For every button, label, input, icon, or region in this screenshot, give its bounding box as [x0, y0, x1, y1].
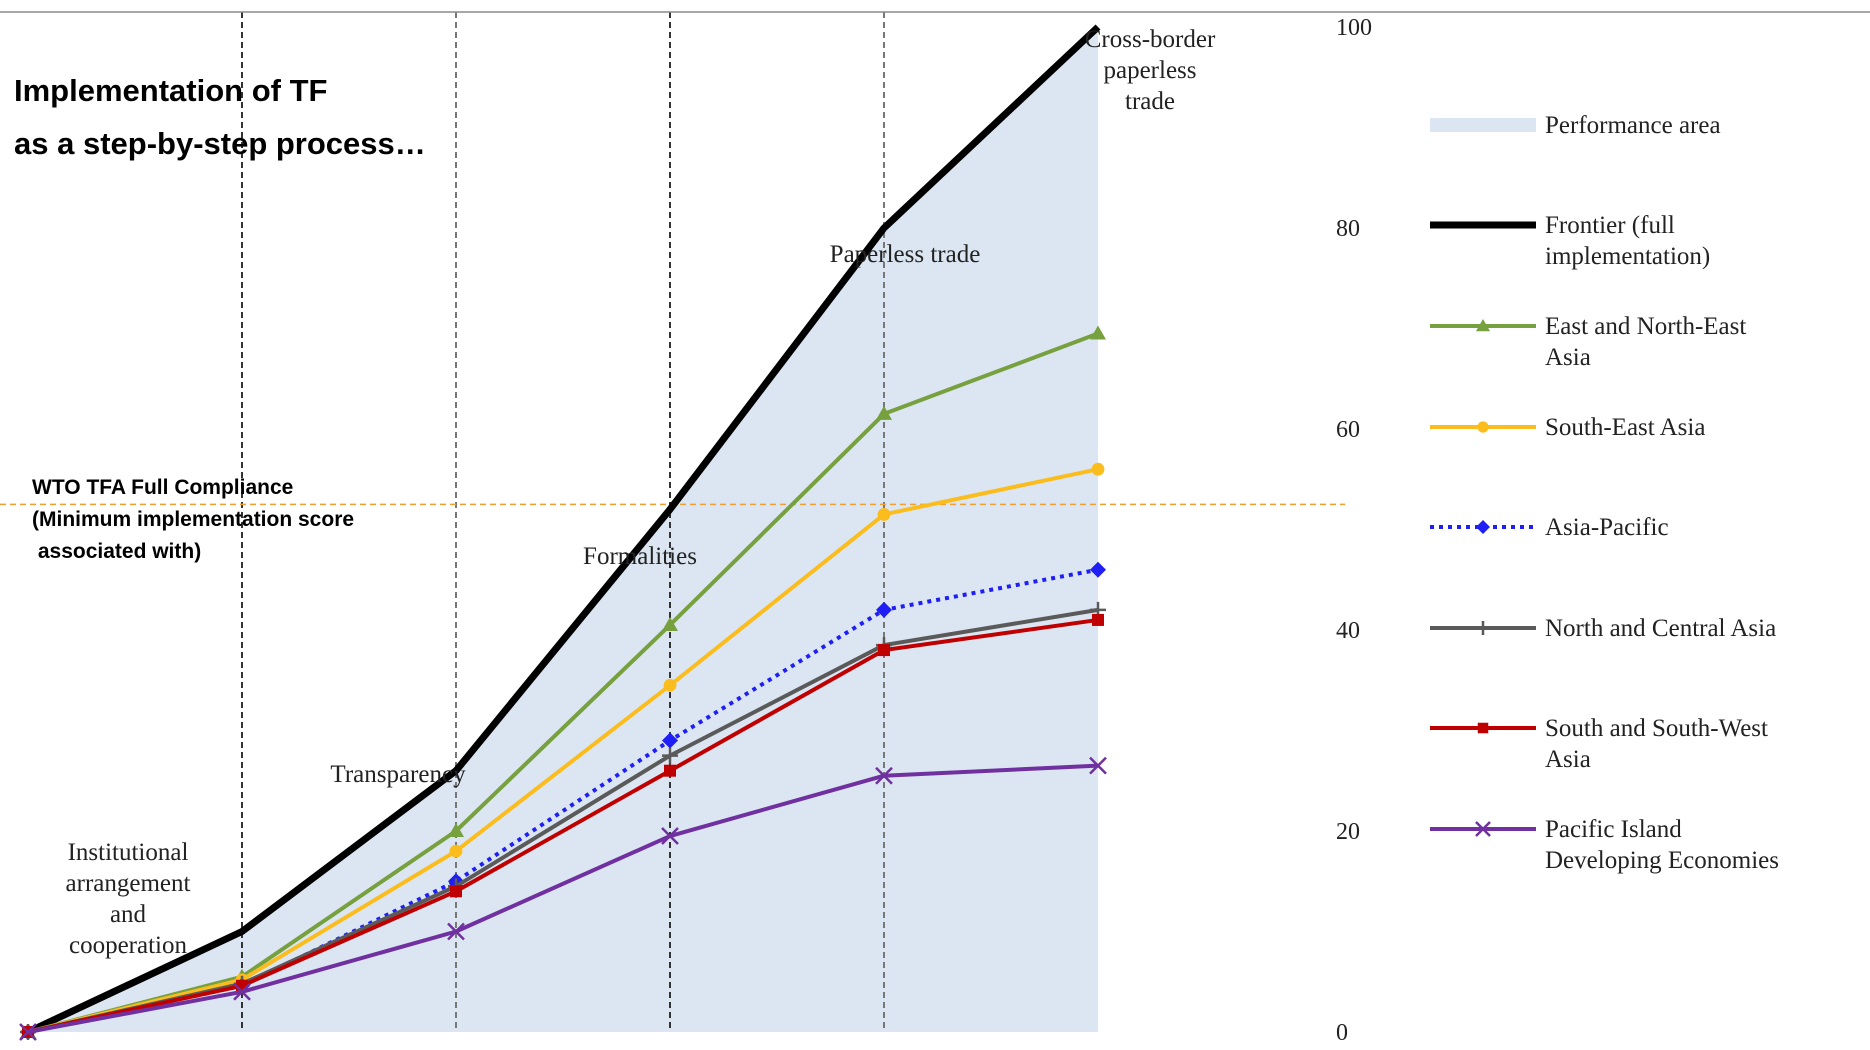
series-point — [449, 844, 463, 858]
series-point — [450, 885, 462, 898]
series-line — [26, 24, 1101, 1036]
series-point — [878, 644, 890, 657]
compliance-annotation-line: (Minimum implementation score — [32, 508, 354, 531]
series-point — [876, 405, 892, 420]
compliance-annotation-line: associated with) — [32, 540, 201, 563]
series-point — [1090, 325, 1106, 340]
legend-label-line: South and South-West — [1545, 715, 1768, 742]
legend-label-line: implementation) — [1545, 243, 1710, 270]
y-tick-label: 40 — [1336, 618, 1360, 644]
y-tick-label: 60 — [1336, 417, 1360, 443]
stage-label: Paperless trade — [830, 241, 981, 268]
series-point — [663, 678, 677, 692]
chart-title: Implementation of TF as a step-by-step pr… — [14, 73, 426, 161]
legend-swatch-marker — [1476, 520, 1490, 534]
compliance-annotation-line: WTO TFA Full Compliance — [32, 476, 293, 499]
series-line — [27, 617, 1099, 1034]
series-point — [448, 823, 464, 837]
legend-label: East and North-East Asia — [1545, 313, 1746, 371]
legend-label-line: Asia — [1545, 746, 1591, 773]
legend-label-line: Asia-Pacific — [1545, 514, 1669, 541]
series-point — [19, 1023, 37, 1041]
legend-swatch-marker — [1477, 722, 1489, 734]
stage-label-line: Paperless trade — [830, 241, 981, 268]
stage-label-line: paperless — [1103, 57, 1196, 84]
legend-swatch-marker — [1476, 319, 1490, 332]
stage-label-line: trade — [1125, 88, 1175, 115]
chart-title-line: as a step-by-step process… — [14, 126, 426, 161]
legend-label: South-East Asia — [1545, 414, 1705, 441]
legend-label-line: Developing Economies — [1545, 847, 1779, 874]
y-tick-label: 20 — [1336, 819, 1360, 845]
legend-swatch-marker — [1476, 621, 1490, 635]
stage-label-line: Cross-border — [1085, 26, 1216, 53]
series-line — [27, 467, 1099, 1034]
stage-label: Institutional arrangement and cooperation — [66, 839, 191, 959]
stage-label-line: arrangement — [66, 870, 191, 897]
legend-label: Performance area — [1545, 112, 1721, 139]
stage-label: Cross-border paperless trade — [1085, 26, 1216, 115]
series-point — [1091, 462, 1105, 476]
y-tick-label: 100 — [1336, 15, 1372, 41]
series-point — [877, 508, 891, 521]
legend-label-line: Asia — [1545, 344, 1591, 371]
legend-label: Frontier (full implementation) — [1545, 212, 1710, 270]
stage-label-line: Transparency — [330, 761, 466, 788]
series-point — [662, 616, 678, 631]
stage-label-line: Institutional — [68, 839, 189, 866]
series-line — [27, 763, 1099, 1034]
legend-label: Pacific Island Developing Economies — [1545, 816, 1779, 874]
legend-swatch-marker — [1477, 421, 1489, 433]
y-tick-label: 80 — [1336, 216, 1360, 242]
stage-label-line: and — [110, 901, 147, 928]
series-point — [233, 982, 251, 1001]
series-point — [876, 601, 892, 618]
legend-label-line: South-East Asia — [1545, 414, 1705, 441]
legend-label-line: Pacific Island — [1545, 816, 1682, 843]
legend-label-line: North and Central Asia — [1545, 615, 1776, 642]
series-point — [664, 764, 676, 777]
legend-label: North and Central Asia — [1545, 615, 1776, 642]
compliance-annotation: WTO TFA Full Compliance (Minimum implemen… — [32, 476, 354, 563]
legend-swatch-marker — [1475, 821, 1491, 837]
chart-title-line: Implementation of TF — [14, 73, 327, 108]
legend-swatch-area — [1430, 118, 1536, 132]
series-point — [662, 732, 678, 749]
legend-label-line: Frontier (full — [1545, 212, 1675, 239]
series-point — [662, 747, 678, 764]
performance-area — [28, 27, 1098, 1032]
legend-label-line: Performance area — [1545, 112, 1721, 139]
y-tick-label: 0 — [1336, 1020, 1348, 1045]
stage-label-line: cooperation — [69, 932, 188, 959]
series-point — [1089, 756, 1107, 775]
legend-label: South and South-West Asia — [1545, 715, 1768, 773]
stage-label: Formalities — [583, 543, 697, 570]
stage-label: Transparency — [330, 761, 466, 788]
legend-label-line: East and North-East — [1545, 313, 1746, 340]
series-point — [661, 827, 679, 845]
series-point — [1092, 613, 1104, 626]
legend-label: Asia-Pacific — [1545, 514, 1669, 541]
series-point — [1090, 561, 1106, 578]
series-line — [27, 331, 1099, 1034]
series-point — [875, 766, 893, 785]
series-point — [447, 922, 465, 941]
stage-label-line: Formalities — [583, 543, 697, 570]
